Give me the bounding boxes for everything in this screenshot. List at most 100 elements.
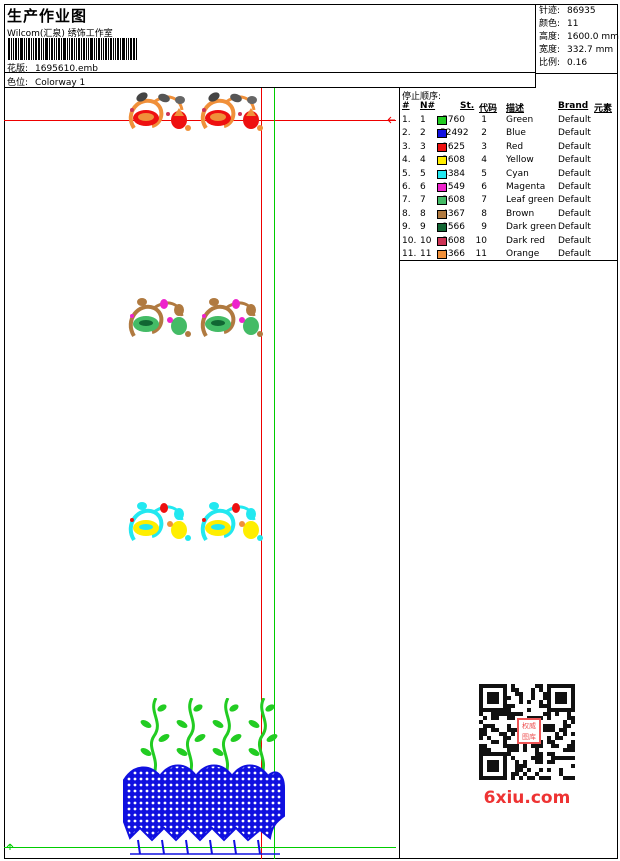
table-row: 2. 2 52492 2 Blue Default	[400, 128, 618, 141]
stat-colors: 颜色: 11	[539, 18, 618, 31]
stat-width: 宽度: 332.7 mm	[539, 44, 618, 57]
table-row: 3. 3 1625 3 Red Default	[400, 142, 618, 155]
cell-desc: Orange	[506, 249, 540, 259]
stat-label: 颜色:	[539, 19, 561, 29]
stat-height: 高度: 1600.0 mm	[539, 31, 619, 44]
table-row: 10. 10 3608 10 Dark red Default	[400, 236, 618, 249]
cell-code: 3	[481, 141, 487, 152]
stat-label: 比例:	[539, 58, 561, 68]
embroidery-motif-lace	[123, 698, 285, 855]
cell-code: 1	[481, 115, 487, 125]
studio-name: Wilcom(汇泉) 绣饰工作室	[7, 29, 113, 39]
cell-brand: Default	[558, 115, 591, 125]
stat-scale: 比例: 0.16	[539, 57, 618, 70]
cell-desc: Red	[506, 141, 524, 152]
cell-no: 7	[420, 195, 426, 206]
table-row: 4. 4 3608 4 Yellow Default	[400, 155, 618, 168]
table-row: 6. 6 1549 6 Magenta Default	[400, 182, 618, 195]
col-header-brand: Brand	[558, 101, 589, 111]
table-row: 5. 5 4384 5 Cyan Default	[400, 169, 618, 182]
cell-no: 3	[420, 141, 426, 152]
barcode	[8, 38, 144, 60]
color-swatch	[437, 223, 447, 233]
cell-num: 7.	[402, 195, 411, 206]
cell-code: 6	[481, 182, 487, 192]
stat-value: 11	[567, 19, 579, 29]
cell-num: 11.	[402, 249, 417, 259]
cell-desc: Dark green	[506, 222, 557, 233]
stat-label: 宽度:	[539, 45, 561, 55]
cell-brand: Default	[558, 182, 591, 192]
stat-value: 332.7 mm	[567, 45, 614, 55]
table-row: 9. 9 1566 9 Dark green Default	[400, 222, 618, 235]
cell-brand: Default	[558, 195, 591, 206]
design-canvas	[4, 88, 400, 859]
stat-label: 高度:	[539, 32, 561, 42]
cell-num: 3.	[402, 141, 411, 152]
guide-line-baseline-green	[4, 847, 396, 848]
cell-st: 5760	[442, 115, 465, 125]
cell-brand: Default	[558, 128, 591, 139]
cell-st: 1566	[442, 222, 465, 233]
watermark-badge: 权威图库	[517, 718, 541, 744]
arrow-icon	[6, 843, 14, 850]
guide-line-vertical	[261, 88, 262, 859]
cell-code: 8	[481, 208, 487, 219]
arrow-icon	[387, 116, 395, 124]
cell-brand: Default	[558, 235, 591, 246]
color-swatch	[437, 156, 447, 166]
color-swatch	[437, 236, 447, 246]
cell-num: 1.	[402, 115, 411, 125]
stat-stitches: 针迹: 86935	[539, 5, 618, 18]
document-frame	[4, 4, 618, 859]
table-row: 8. 8 4367 8 Brown Default	[400, 209, 618, 222]
color-swatch	[437, 250, 447, 259]
stop-sequence-title: 停止顺序:	[402, 92, 442, 102]
cell-st: 4367	[442, 208, 465, 219]
color-swatch	[437, 169, 447, 179]
color-swatch	[437, 183, 447, 192]
cell-desc: Blue	[506, 128, 526, 139]
color-swatch	[437, 142, 447, 152]
watermark-logo: 6xiu.com	[483, 788, 571, 808]
cell-num: 10.	[402, 235, 417, 246]
cell-st: 3608	[442, 155, 465, 166]
table-row: 11. 11 4366 11 Orange Default	[400, 249, 618, 262]
cell-st: 1549	[442, 182, 465, 192]
cell-brand: Default	[558, 168, 591, 179]
cell-no: 5	[420, 168, 426, 179]
cell-no: 1	[420, 115, 426, 125]
document-title: 生产作业图	[7, 7, 88, 25]
cell-no: 11	[420, 249, 432, 259]
cell-num: 5.	[402, 168, 411, 179]
cell-num: 6.	[402, 182, 411, 192]
stop-sequence-table: 停止顺序: # N# St. 代码 描述 Brand 元素 1. 1 5760 1 Gr…	[400, 88, 618, 261]
colorway-value: Colorway 1	[35, 78, 86, 88]
cell-num: 9.	[402, 222, 411, 233]
embroidery-motif-cyan	[128, 500, 265, 543]
cell-st: 52492	[440, 128, 469, 139]
cell-st: 1625	[442, 141, 465, 152]
cell-st: 3608	[442, 195, 465, 206]
embroidery-motif-brown	[128, 296, 265, 339]
cell-brand: Default	[558, 155, 591, 166]
cell-code: 10	[475, 235, 487, 246]
stats-panel: 针迹: 86935 颜色: 11 高度: 1600.0 mm 宽度: 332.7 mm …	[536, 4, 619, 74]
color-swatch	[437, 209, 447, 219]
cell-no: 9	[420, 222, 426, 233]
colorway: 色位: Colorway 1	[7, 75, 85, 88]
colorway-label: 色位:	[7, 78, 29, 88]
cell-brand: Default	[558, 141, 591, 152]
cell-st: 3608	[442, 235, 465, 246]
stat-value: 0.16	[567, 58, 588, 68]
cell-desc: Yellow	[506, 155, 534, 166]
cell-st: 4384	[442, 168, 465, 179]
cell-no: 2	[420, 128, 426, 139]
col-header-element: 元素	[594, 104, 613, 114]
guide-line-horizontal	[4, 120, 396, 121]
cell-desc: Green	[506, 115, 534, 125]
table-header-row: # N# St. 代码 描述 Brand 元素	[400, 101, 618, 114]
qr-watermark: 权威图库 6xiu.com	[471, 680, 583, 810]
header-panel: 生产作业图 Wilcom(汇泉) 绣饰工作室	[4, 4, 536, 88]
cell-desc: Brown	[506, 208, 535, 219]
